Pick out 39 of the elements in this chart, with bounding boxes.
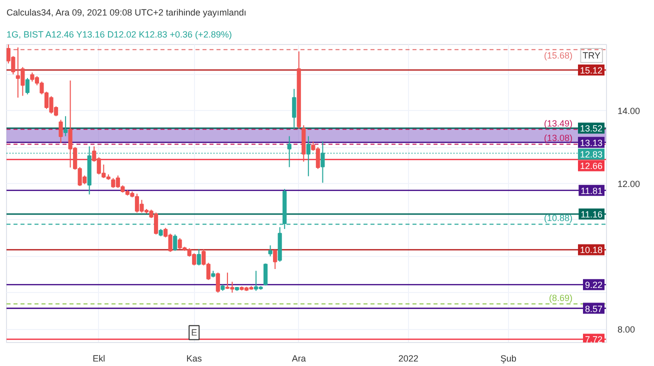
ref-line-label: (8.69) [548,292,573,303]
candlestick [306,136,310,177]
candlestick [264,263,268,286]
chart-title: Calculas34, Ara 09, 2021 09:08 UTC+2 tarihinde yayımlandı [6,8,246,18]
x-tick-label: Ara [292,354,306,364]
x-tick-label: Şub [500,354,516,364]
x-tick-label: 2022 [398,354,418,364]
candlestick [268,244,272,257]
annotation: E [191,328,198,338]
x-tick-label: Kas [186,354,202,364]
ref-line-label: (10.88) [544,213,573,224]
ref-line-label: (13.49) [544,118,573,128]
annotation: TRY [582,50,601,60]
chart-subtitle: 1G, BIST A12.46 Y13.16 D12.02 K12.83 +0.36 (+2.89%) [6,30,232,40]
ref-line-label: 12.83 [580,150,603,160]
ref-line-label: 13.13 [580,138,603,148]
candlestick [196,248,201,266]
y-tick-label: 12.00 [618,178,640,189]
ref-line-label: 11.81 [580,186,603,196]
candlestick [173,234,178,252]
ref-line-label: 12.66 [580,161,603,172]
ref-line-label: 10.18 [580,245,603,256]
y-tick-label: 14.00 [618,106,640,116]
ref-line-label: 9.22 [584,280,603,290]
ref-line-label: (15.68) [544,50,573,61]
ref-line-label: 11.16 [580,210,603,220]
ref-line-label: 15.12 [580,65,603,76]
ref-line-label: 8.57 [584,304,603,314]
candlestick [216,272,220,294]
y-tick-label: 8.00 [618,324,636,335]
candlestick [292,88,296,130]
ref-line-label: 7.72 [584,334,603,345]
candlestick [58,119,63,144]
candlestick [25,77,30,95]
ref-line-label: (13.08) [544,133,573,144]
candlestick [273,249,278,270]
candlestick [64,116,68,137]
x-tick-label: Ekl [92,354,106,364]
ref-line-label: 13.52 [580,124,603,134]
